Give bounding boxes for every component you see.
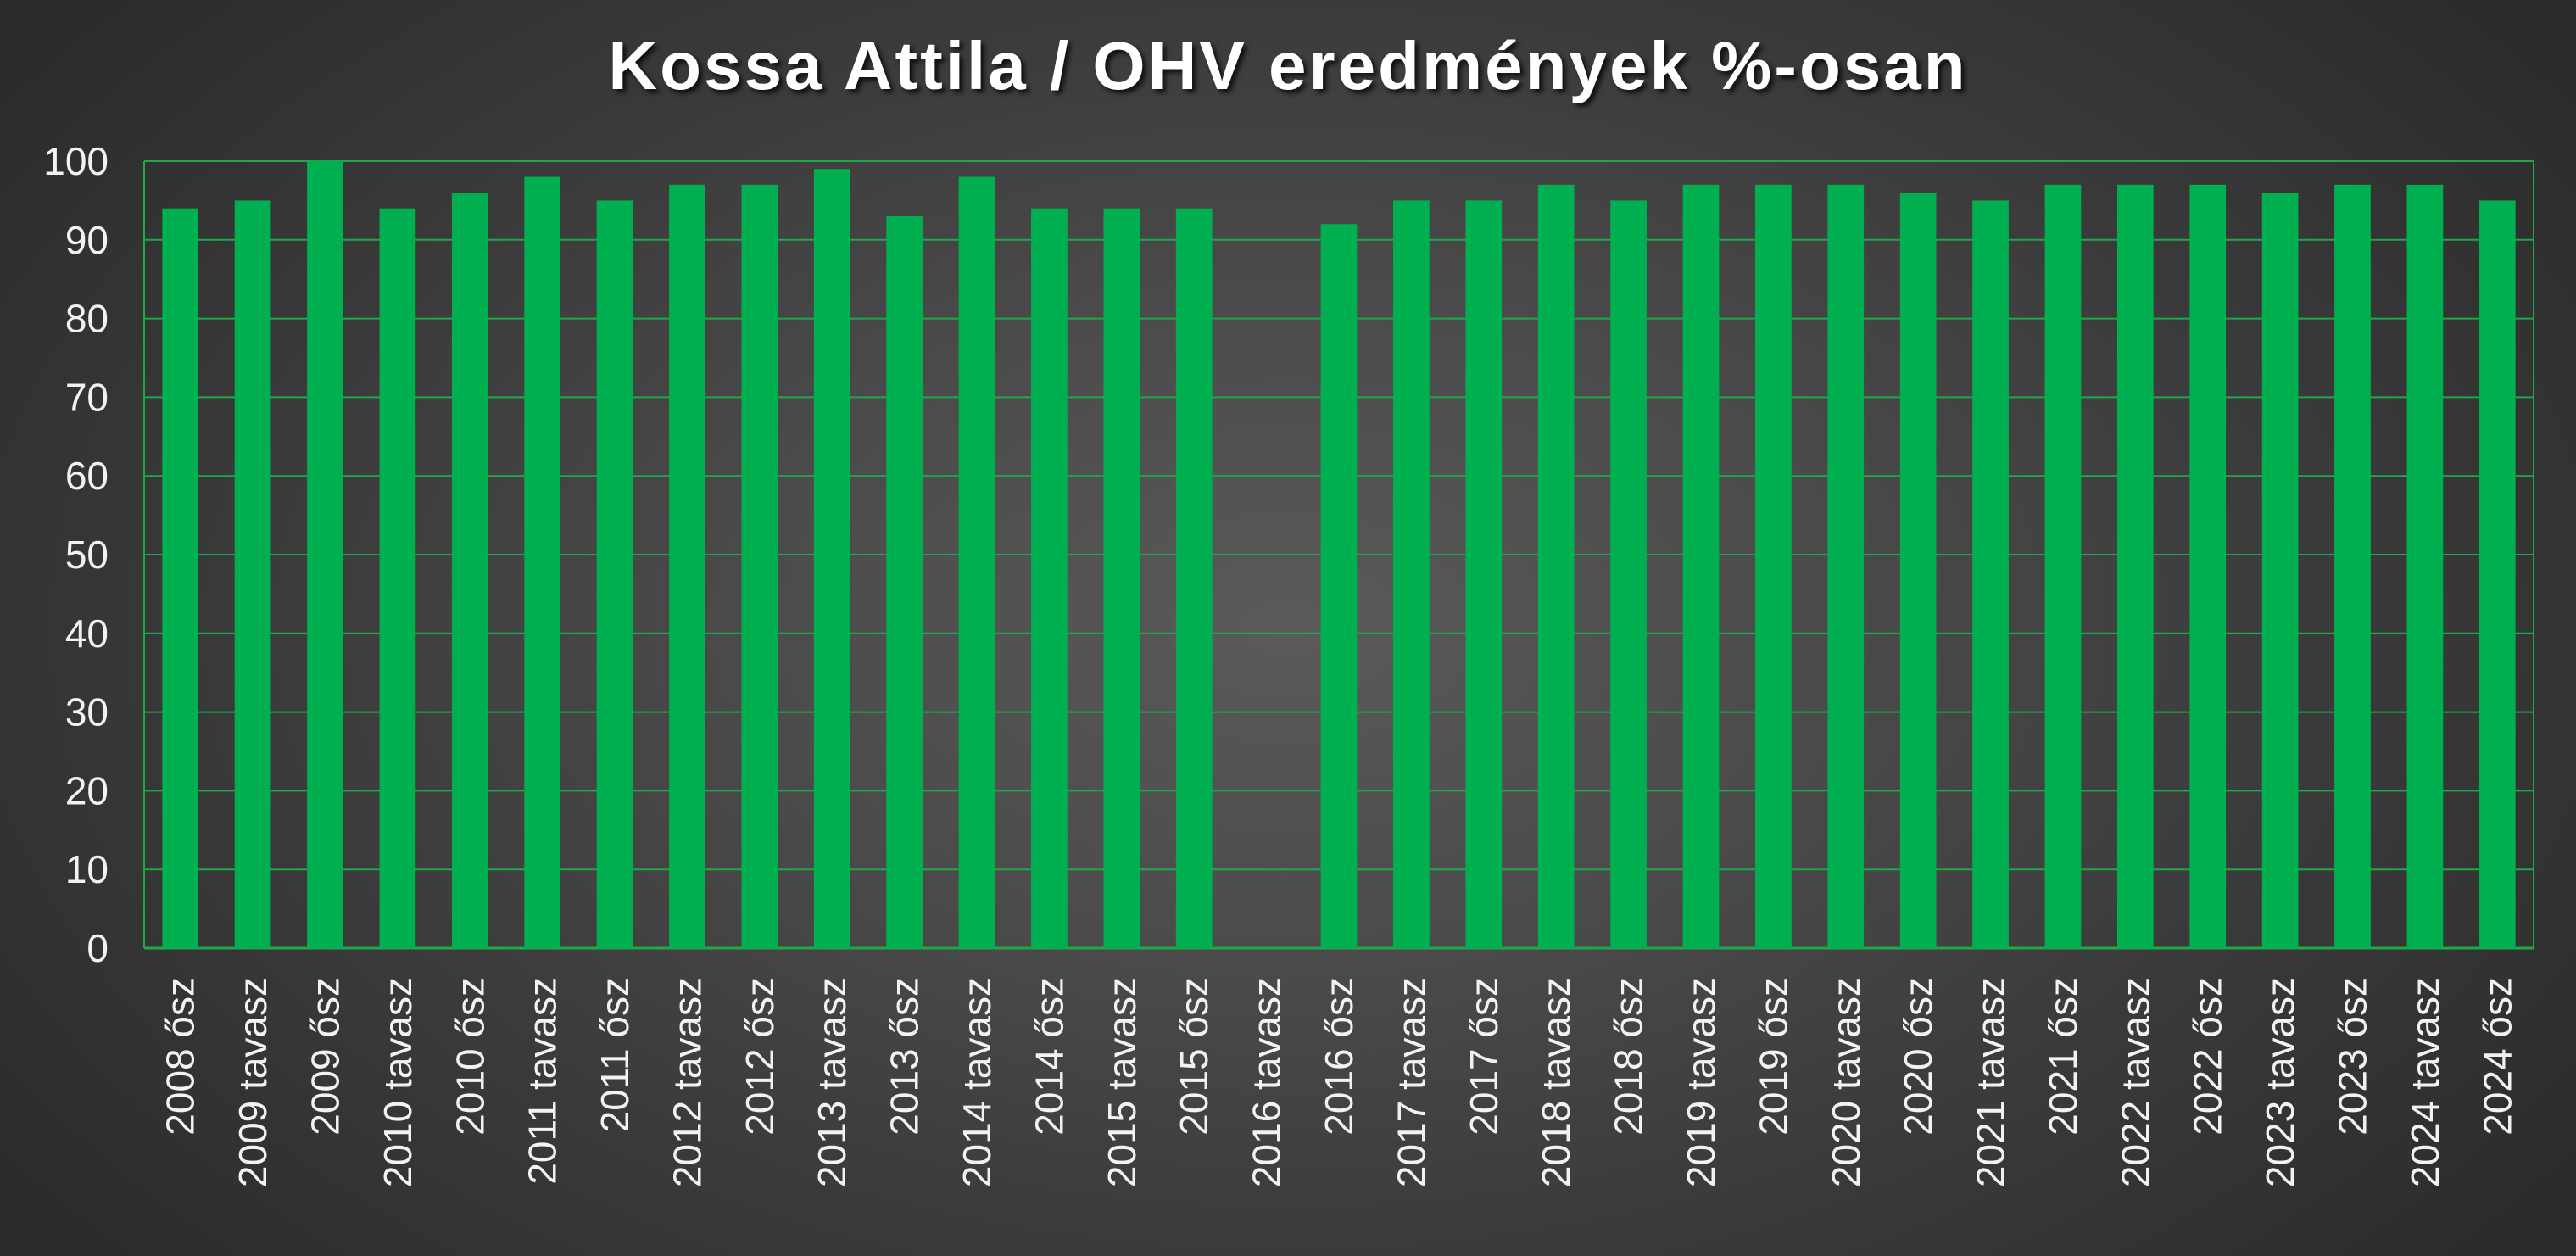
y-tick-label: 40 [65, 611, 109, 656]
x-category-label: 2024 ősz [2475, 977, 2519, 1136]
bar [596, 200, 633, 948]
x-category-label: 2013 tavasz [810, 977, 854, 1187]
y-tick-label: 70 [65, 375, 109, 419]
y-tick-label: 80 [65, 297, 109, 341]
x-category-label: 2009 tavasz [231, 977, 275, 1187]
bar [524, 176, 561, 948]
x-category-label: 2024 tavasz [2403, 977, 2447, 1187]
x-category-label: 2012 tavasz [665, 977, 709, 1187]
x-category-label: 2012 ősz [738, 977, 782, 1136]
bar [741, 184, 778, 949]
x-category-label: 2011 ősz [593, 977, 637, 1132]
x-category-label: 2021 ősz [2041, 977, 2085, 1136]
bar [1175, 208, 1213, 948]
x-category-label: 2016 tavasz [1245, 977, 1289, 1187]
bar [1537, 184, 1575, 949]
y-tick-label: 90 [65, 218, 109, 262]
bar [234, 200, 271, 948]
x-category-label: 2022 ősz [2186, 977, 2230, 1136]
bar [2261, 193, 2299, 948]
bar [2116, 184, 2154, 949]
x-category-label: 2020 ősz [1896, 977, 1940, 1136]
bar [886, 215, 923, 948]
y-tick-label: 60 [65, 454, 109, 498]
y-axis-tick-labels: 0 10 20 30 40 50 60 70 80 90 100 [43, 139, 109, 970]
bar [1320, 224, 1358, 948]
x-category-label: 2017 tavasz [1389, 977, 1433, 1187]
x-category-label: 2016 ősz [1317, 977, 1361, 1136]
x-category-label: 2010 ősz [448, 977, 492, 1136]
x-category-label: 2021 tavasz [1969, 977, 2013, 1187]
bar [379, 208, 416, 948]
bar [2478, 200, 2516, 948]
y-tick-label: 30 [65, 690, 109, 734]
x-category-label: 2008 ősz [159, 977, 203, 1136]
x-category-label: 2023 ősz [2331, 977, 2375, 1136]
x-category-label: 2023 tavasz [2258, 977, 2302, 1187]
bars [162, 161, 2516, 949]
x-category-label: 2019 ősz [1751, 977, 1795, 1136]
x-category-label: 2018 ősz [1607, 977, 1651, 1136]
bar [2044, 184, 2082, 949]
bar [162, 208, 199, 948]
y-tick-label: 10 [65, 847, 109, 891]
x-category-label: 2018 tavasz [1534, 977, 1578, 1187]
x-category-label: 2014 ősz [1027, 977, 1071, 1136]
x-category-label: 2017 ősz [1462, 977, 1506, 1136]
y-tick-label: 100 [43, 139, 109, 183]
bar [1465, 200, 1503, 948]
y-tick-label: 0 [86, 926, 109, 970]
bar [2334, 184, 2371, 949]
x-axis-category-labels: 2008 ősz 2009 tavasz 2009 ősz 2010 tavasz 20… [159, 977, 2520, 1187]
bar [1031, 208, 1068, 948]
x-category-label: 2020 tavasz [1824, 977, 1868, 1187]
x-category-label: 2014 tavasz [955, 977, 999, 1187]
bar [1393, 200, 1430, 948]
bar [813, 169, 850, 948]
x-category-label: 2010 tavasz [376, 977, 420, 1187]
x-category-label: 2013 ősz [883, 977, 927, 1136]
x-category-label: 2011 tavasz [521, 977, 565, 1185]
bar [1827, 184, 1865, 949]
bar [1899, 193, 1937, 948]
bar [1972, 200, 2009, 948]
bar [2406, 184, 2444, 949]
bar [669, 184, 705, 949]
x-category-label: 2022 tavasz [2113, 977, 2157, 1187]
y-tick-label: 20 [65, 768, 109, 812]
bar [307, 161, 343, 948]
bar [2189, 184, 2227, 949]
bar [958, 176, 995, 948]
bar [1755, 184, 1792, 949]
y-tick-label: 50 [65, 533, 109, 577]
bar [451, 193, 488, 948]
x-category-label: 2019 tavasz [1679, 977, 1723, 1187]
bar [1610, 200, 1647, 948]
x-category-label: 2015 tavasz [1100, 977, 1144, 1187]
bar [1103, 208, 1140, 948]
x-category-label: 2015 ősz [1172, 977, 1216, 1136]
chart-title: Kossa Attila / OHV eredmények %-osan [608, 28, 1968, 103]
bar [1682, 184, 1720, 949]
x-category-label: 2009 ősz [303, 977, 347, 1136]
